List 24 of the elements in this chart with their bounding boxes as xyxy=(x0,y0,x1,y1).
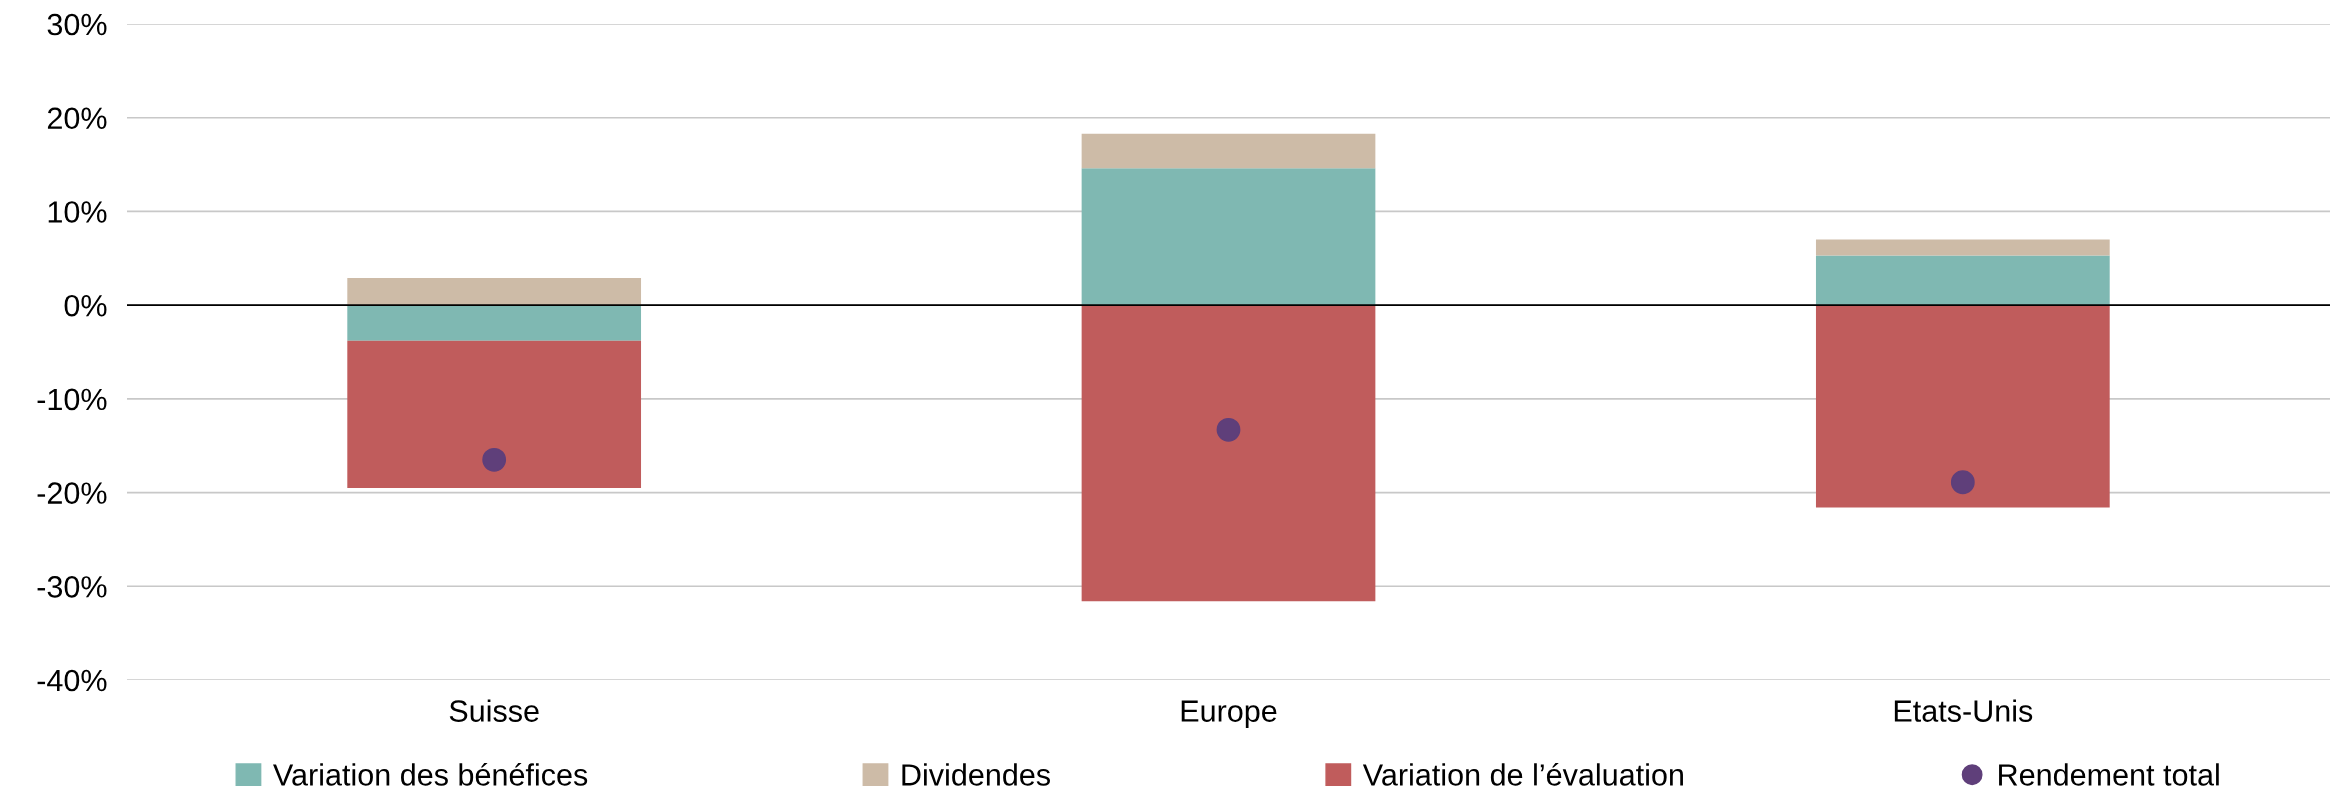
bar xyxy=(1815,255,2110,306)
y-tick-label: 30% xyxy=(47,13,107,36)
y-tick-label: -40% xyxy=(37,669,107,692)
bar xyxy=(347,305,642,341)
y-tick-label: 10% xyxy=(48,201,107,223)
bar xyxy=(1815,305,2110,508)
x-tick-label: Europe xyxy=(1181,700,1277,728)
bar xyxy=(347,340,642,488)
bar xyxy=(1081,305,1376,602)
bar xyxy=(1815,239,2110,256)
y-tick-label: 20% xyxy=(47,107,107,130)
y-tick-label: 0% xyxy=(64,294,107,317)
legend-label: Variation des bénéfices xyxy=(273,762,588,786)
y-tick-label: -10% xyxy=(37,388,107,411)
bar xyxy=(347,277,642,306)
y-tick-label: -30% xyxy=(37,576,107,598)
x-tick-label: Suisse xyxy=(449,699,539,722)
bar xyxy=(1081,168,1376,306)
legend-label: Dividendes xyxy=(902,763,1050,786)
legend-label: Variation de l’évaluation xyxy=(1362,762,1683,786)
bar xyxy=(1081,133,1376,169)
x-tick-label: Etats-Unis xyxy=(1894,699,2033,722)
y-tick-label: -20% xyxy=(37,482,107,504)
legend-label: Rendement total xyxy=(1999,763,2219,786)
